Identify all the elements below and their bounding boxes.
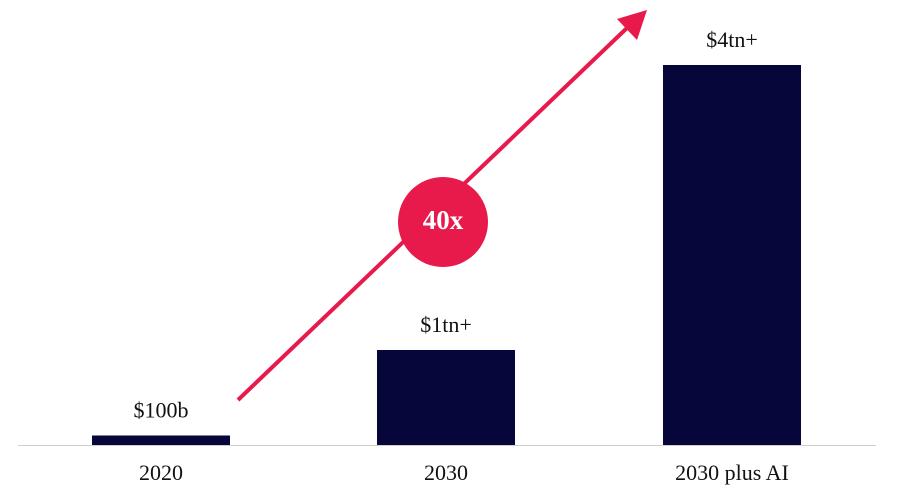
x-tick-label: 2030 — [424, 460, 468, 485]
x-tick-label: 2020 — [139, 460, 183, 485]
bar — [663, 65, 801, 445]
arrow-head — [617, 10, 647, 40]
bar — [377, 350, 515, 445]
annotation-text: 40x — [423, 205, 464, 235]
growth-arrow: 40x — [236, 10, 647, 402]
annotation-circle — [398, 177, 488, 267]
bar — [92, 435, 230, 445]
value-label: $1tn+ — [420, 312, 472, 337]
value-label: $100b — [134, 398, 189, 423]
value-label: $4tn+ — [706, 27, 758, 52]
x-tick-label: 2030 plus AI — [675, 460, 789, 485]
